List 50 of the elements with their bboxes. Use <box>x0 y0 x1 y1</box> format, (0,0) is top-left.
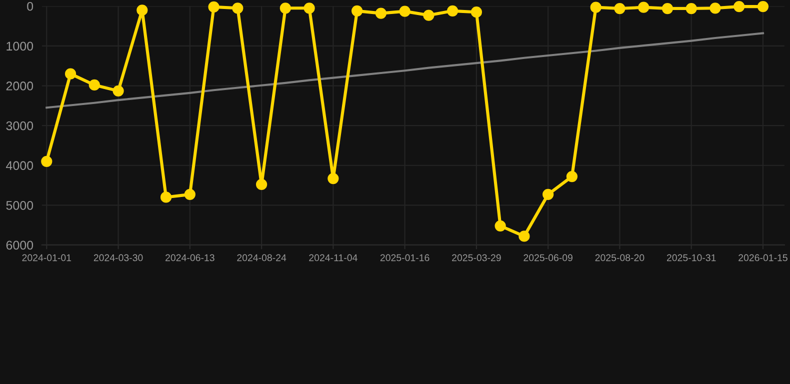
point <box>160 192 172 203</box>
x-tick-label: 2025-01-16 <box>380 254 430 262</box>
point <box>590 2 602 13</box>
point <box>352 5 363 16</box>
point <box>518 230 530 242</box>
x-tick-label: 2025-08-20 <box>595 254 644 262</box>
point <box>423 10 434 21</box>
x-tick-label: 2025-06-09 <box>524 254 572 262</box>
point <box>208 1 220 12</box>
point <box>542 188 554 200</box>
point <box>399 6 410 17</box>
point <box>280 2 291 14</box>
point <box>112 85 124 96</box>
y-tick-label: 0 <box>27 2 34 11</box>
x-tick-label: 2024-01-01 <box>22 254 72 262</box>
point <box>638 2 650 13</box>
point <box>710 2 721 14</box>
point <box>614 2 626 14</box>
y-tick-label: 4000 <box>6 161 34 170</box>
point <box>184 188 196 200</box>
x-tick-label: 2024-08-24 <box>237 254 286 262</box>
point <box>41 156 52 167</box>
y-tick-label: 3000 <box>6 121 34 130</box>
y-tick-label: 2000 <box>6 82 34 90</box>
point <box>566 170 578 182</box>
point <box>232 2 244 14</box>
point <box>686 2 697 14</box>
point <box>447 5 458 16</box>
point <box>256 178 268 190</box>
y-tick-label: 6000 <box>6 240 34 250</box>
point <box>494 220 506 232</box>
x-tick-label: 2024-03-30 <box>94 254 143 262</box>
point <box>88 79 100 91</box>
point <box>470 6 482 18</box>
x-tick-label: 2024-11-04 <box>309 254 358 262</box>
y-tick-label: 5000 <box>6 200 34 210</box>
x-tick-label: 2024-06-13 <box>166 254 214 262</box>
point <box>328 172 339 184</box>
line-series <box>46 32 764 109</box>
point <box>662 2 674 14</box>
point <box>734 0 745 12</box>
point <box>304 2 315 14</box>
point <box>136 4 148 16</box>
x-tick-label: 2025-10-31 <box>666 254 716 262</box>
x-tick-label: 2026-01-15 <box>738 254 788 262</box>
y-tick-label: 1000 <box>6 42 34 51</box>
point <box>757 0 769 12</box>
x-tick-label: 2025-03-29 <box>452 254 501 262</box>
point <box>64 68 76 80</box>
point <box>375 8 386 19</box>
